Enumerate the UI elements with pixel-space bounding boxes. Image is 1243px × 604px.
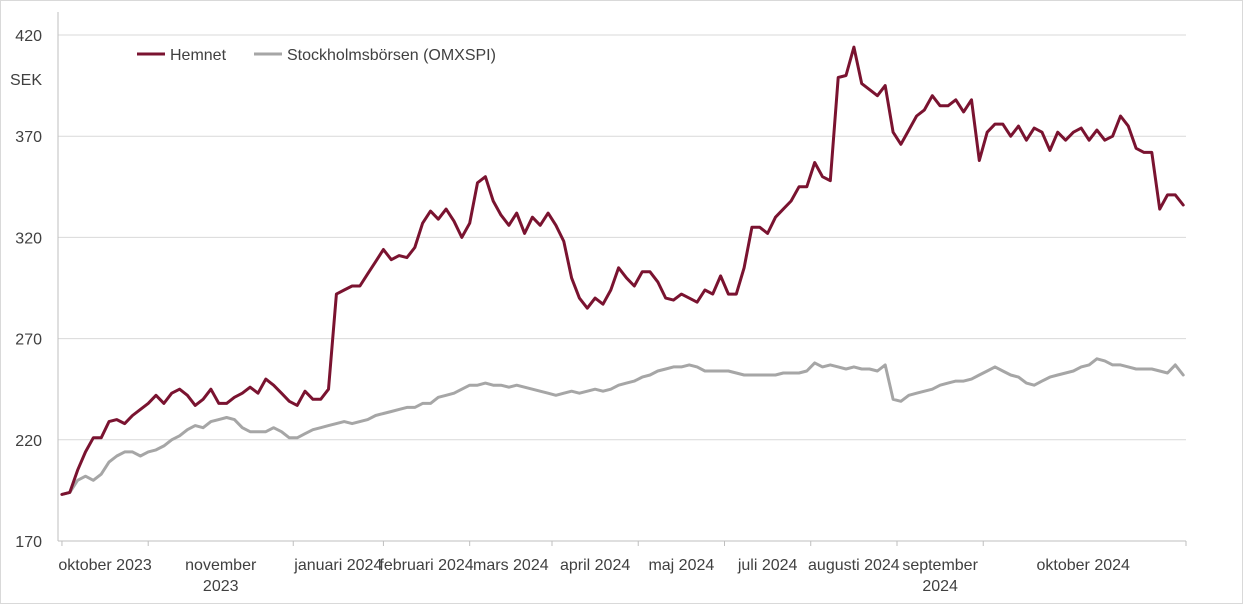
x-tick-label: oktober 2023 [58,557,152,574]
legend-label: Hemnet [170,47,227,64]
legend-label: Stockholmsbörsen (OMXSPI) [287,47,496,64]
x-tick-label: juli 2024 [737,557,798,574]
gridlines [57,12,1186,542]
y-axis: 420 370 320 270 220 170 [15,28,42,551]
x-tick-label: november [185,557,257,574]
legend-item-omxspi: Stockholmsbörsen (OMXSPI) [254,47,496,64]
y-tick-label: 270 [15,332,42,349]
x-tick-label: september [902,557,978,574]
y-tick-label: 220 [15,433,42,450]
series-lines [60,45,1185,496]
legend-item-hemnet: Hemnet [137,47,227,64]
x-axis: oktober 2023 november 2023 januari 2024febr… [58,541,1187,595]
y-axis-unit: SEK [10,72,42,89]
y-tick-label: 320 [15,230,42,247]
y-tick-label: 370 [15,129,42,146]
x-tick-label: februari 2024 [379,557,473,574]
x-tick-label: augusti 2024 [808,557,900,574]
x-tick-label: maj 2024 [648,557,714,574]
y-tick-label: 170 [15,534,42,551]
x-tick-label: januari 2024 [293,557,382,574]
series-line-hemnet [60,45,1185,496]
legend: Hemnet Stockholmsbörsen (OMXSPI) [137,47,496,64]
x-tick-label: april 2024 [560,557,630,574]
x-tick-label-line2: 2023 [203,578,239,595]
x-tick-label-line2: 2024 [922,578,958,595]
x-tick-label: mars 2024 [473,557,549,574]
x-tick-label: oktober 2024 [1037,557,1131,574]
series-line-omxspi [60,357,1185,496]
y-tick-label: 420 [15,28,42,45]
